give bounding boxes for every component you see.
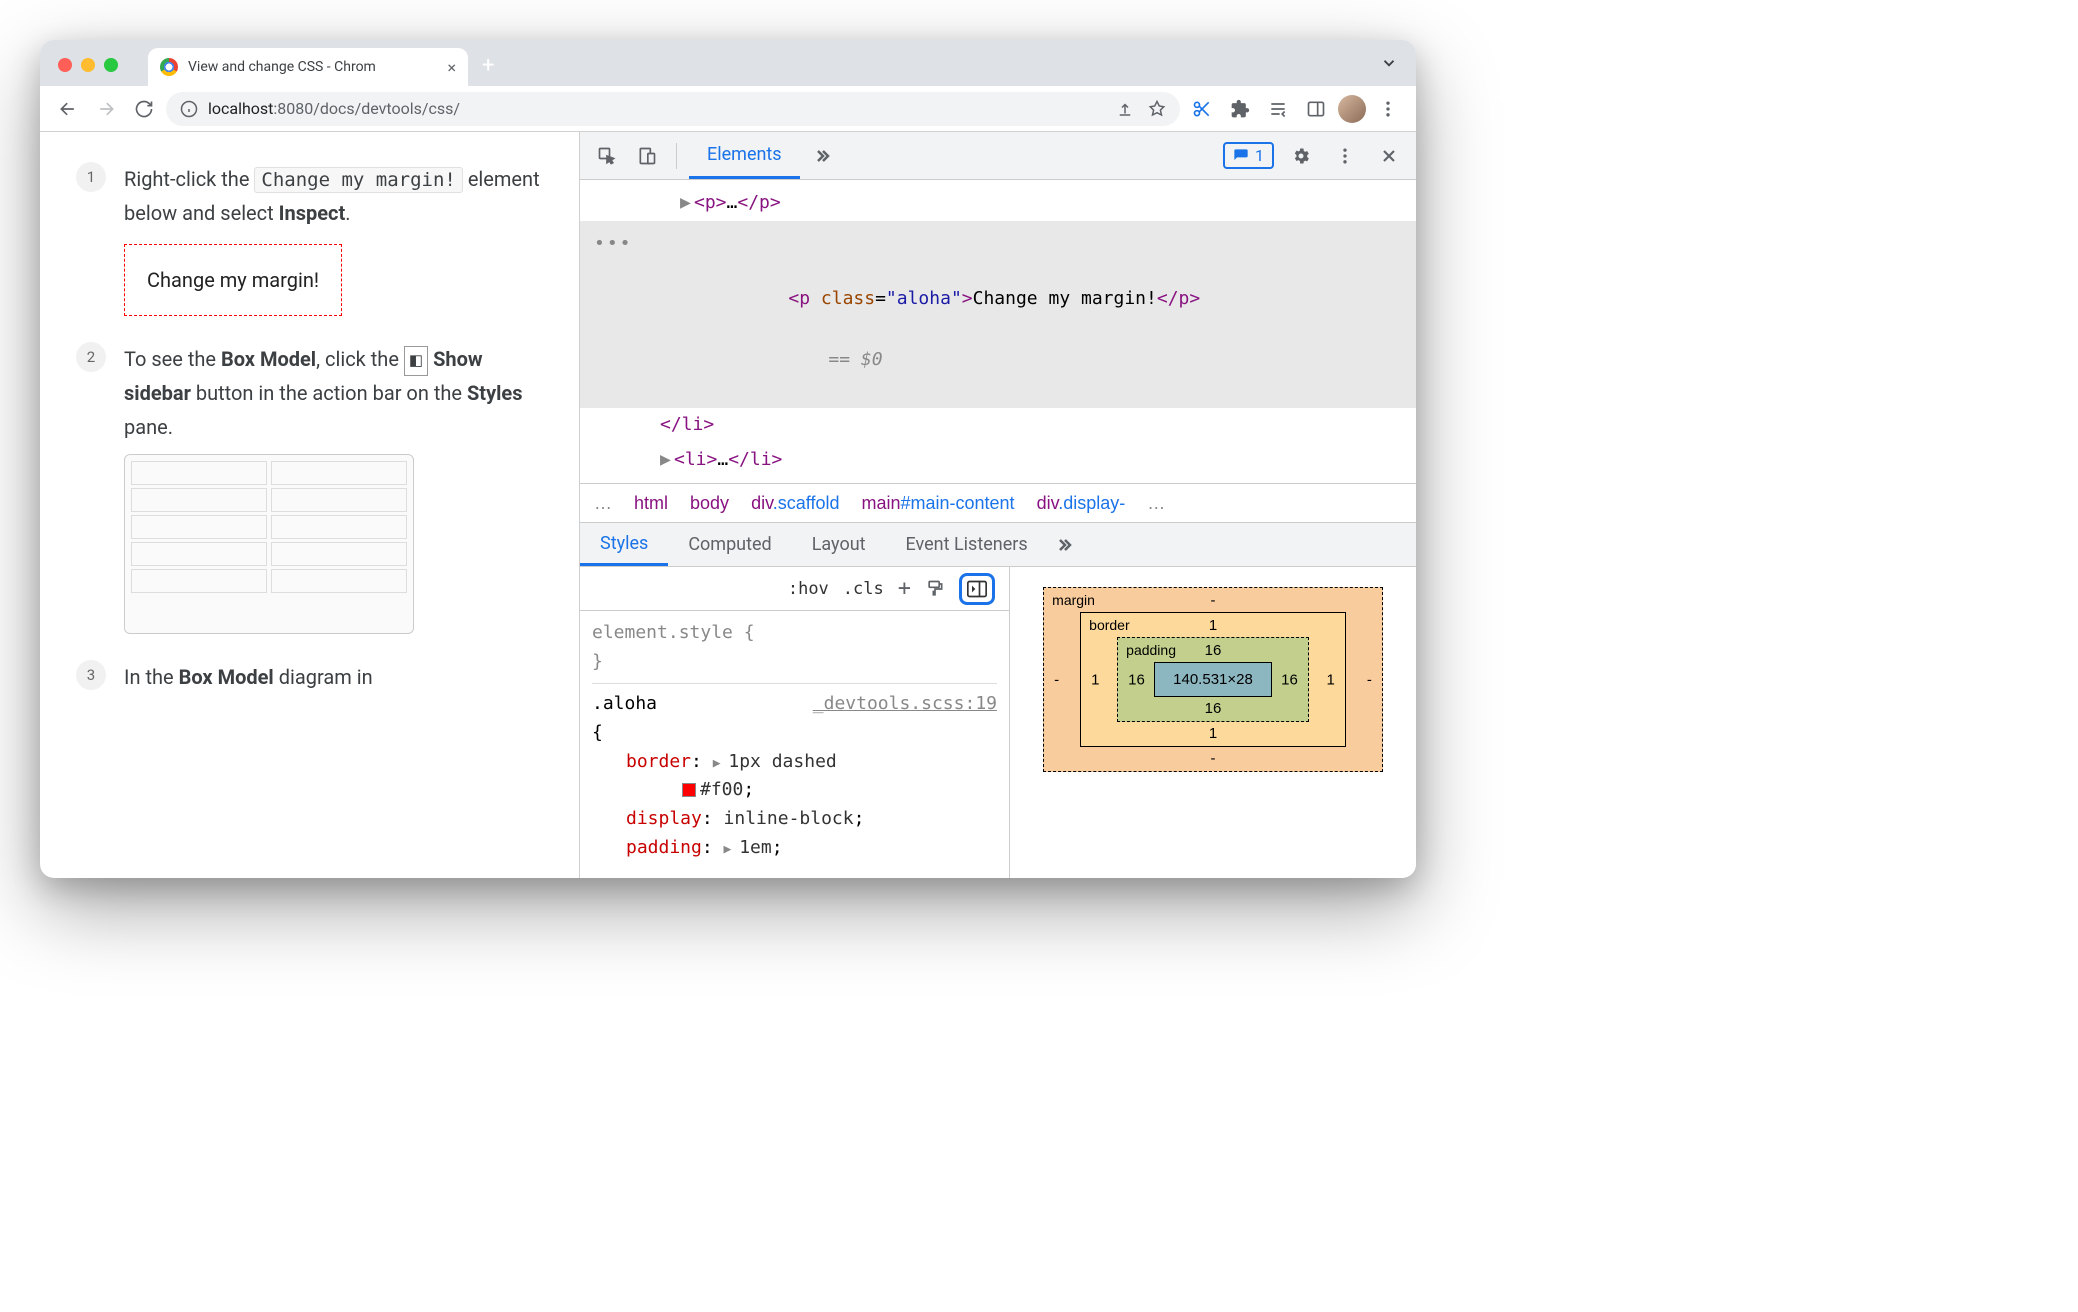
styles-column: :hov .cls + element.style { } (580, 567, 1010, 878)
dom-node[interactable]: ▶<p>…</p> (580, 186, 1416, 221)
content-area: 1 Right-click the Change my margin! elem… (40, 132, 1416, 878)
dom-breadcrumbs[interactable]: … html body div.scaffold main#main-conte… (580, 483, 1416, 523)
change-my-margin-sample[interactable]: Change my margin! (124, 244, 342, 316)
page-content: 1 Right-click the Change my margin! elem… (40, 132, 580, 878)
box-model-padding[interactable]: padding 16 16 16 16 140.531×28 (1117, 637, 1309, 722)
browser-window: View and change CSS - Chrom × + localhos… (40, 40, 1416, 878)
minimize-window-button[interactable] (81, 58, 95, 72)
screenshot-thumbnail[interactable] (124, 454, 414, 634)
breadcrumb-overflow-icon[interactable]: … (594, 493, 612, 514)
chrome-favicon-icon (160, 58, 178, 76)
css-declaration[interactable]: #f00; (592, 776, 997, 805)
forward-button[interactable] (90, 93, 122, 125)
css-declaration[interactable]: display: inline-block; (592, 805, 997, 834)
breadcrumb-item[interactable]: div.scaffold (751, 493, 839, 514)
new-rule-icon[interactable]: + (898, 576, 911, 601)
issues-badge[interactable]: 1 (1223, 142, 1274, 169)
cls-toggle[interactable]: .cls (843, 579, 884, 599)
element-style-rule[interactable]: element.style { } (592, 619, 997, 677)
css-declaration[interactable]: padding: ▶ 1em; (592, 834, 997, 863)
window-controls (58, 58, 118, 72)
styles-subtab[interactable]: Styles (580, 523, 668, 566)
bookmark-star-icon[interactable] (1148, 100, 1166, 118)
tab-title: View and change CSS - Chrom (188, 59, 437, 75)
reading-list-icon[interactable] (1262, 93, 1294, 125)
new-tab-button[interactable]: + (482, 53, 494, 78)
profile-avatar[interactable] (1338, 95, 1366, 123)
issues-icon (1233, 148, 1249, 164)
dom-tree[interactable]: ▶<p>…</p> ••• <p class="aloha">Change my… (580, 180, 1416, 483)
breadcrumb-item[interactable]: body (690, 493, 729, 514)
ellipsis-icon[interactable]: ••• (594, 229, 633, 260)
devtools-subtabs: Styles Computed Layout Event Listeners (580, 523, 1416, 567)
more-tabs-icon[interactable] (806, 139, 840, 173)
breadcrumb-item[interactable]: div.display- (1037, 493, 1126, 514)
box-model-border[interactable]: border 1 1 1 1 padding 16 16 16 (1080, 612, 1346, 747)
step-body: Right-click the Change my margin! elemen… (124, 162, 543, 316)
layout-subtab[interactable]: Layout (792, 523, 886, 566)
step-number: 1 (76, 162, 106, 192)
url-text: localhost:8080/docs/devtools/css/ (208, 99, 460, 118)
devtools-main-tabs: Elements 1 (580, 132, 1416, 180)
step-body: In the Box Model diagram in (124, 660, 373, 694)
dom-node[interactable]: </li> (580, 408, 1416, 443)
source-link[interactable]: _devtools.scss:19 (813, 690, 997, 719)
styles-row: :hov .cls + element.style { } (580, 567, 1416, 878)
close-tab-icon[interactable]: × (447, 58, 456, 77)
step-2: 2 To see the Box Model, click the ◧ Show… (76, 342, 543, 634)
extensions-icon[interactable] (1224, 93, 1256, 125)
show-sidebar-button[interactable] (959, 573, 995, 605)
box-model-panel: margin - - - - border 1 1 1 1 (1010, 567, 1416, 878)
close-window-button[interactable] (58, 58, 72, 72)
dom-node[interactable]: ▶<li>…</li> (580, 443, 1416, 478)
back-button[interactable] (52, 93, 84, 125)
share-icon[interactable] (1116, 100, 1134, 118)
css-rules[interactable]: element.style { } .aloha _devtools.scss:… (580, 611, 1009, 878)
kebab-menu-icon[interactable] (1328, 139, 1362, 173)
close-devtools-icon[interactable] (1372, 139, 1406, 173)
box-model-content[interactable]: 140.531×28 (1154, 662, 1272, 697)
maximize-window-button[interactable] (104, 58, 118, 72)
elements-tab[interactable]: Elements (689, 132, 800, 179)
reload-button[interactable] (128, 93, 160, 125)
step-1: 1 Right-click the Change my margin! elem… (76, 162, 543, 316)
chrome-menu-icon[interactable] (1372, 93, 1404, 125)
code-inline: Change my margin! (254, 167, 462, 193)
box-model-diagram[interactable]: margin - - - - border 1 1 1 1 (1043, 587, 1383, 772)
step-body: To see the Box Model, click the ◧ Show s… (124, 342, 543, 634)
computed-subtab[interactable]: Computed (668, 523, 791, 566)
dom-node-selected[interactable]: ••• <p class="aloha">Change my margin!</… (580, 221, 1416, 409)
device-toggle-icon[interactable] (630, 139, 664, 173)
box-model-margin[interactable]: margin - - - - border 1 1 1 1 (1043, 587, 1383, 772)
settings-gear-icon[interactable] (1284, 139, 1318, 173)
color-swatch-icon[interactable] (682, 783, 696, 797)
titlebar: View and change CSS - Chrom × + (40, 40, 1416, 86)
event-listeners-subtab[interactable]: Event Listeners (886, 523, 1048, 566)
devtools-panel: Elements 1 ▶<p>…</p> ••• <p class= (580, 132, 1416, 878)
address-bar[interactable]: localhost:8080/docs/devtools/css/ (166, 92, 1180, 126)
paint-icon[interactable] (925, 579, 945, 599)
site-info-icon[interactable] (180, 100, 198, 118)
browser-tab[interactable]: View and change CSS - Chrom × (148, 48, 468, 86)
breadcrumb-overflow-icon[interactable]: … (1147, 493, 1165, 514)
hov-toggle[interactable]: :hov (788, 579, 829, 599)
breadcrumb-item[interactable]: main#main-content (861, 493, 1014, 514)
step-number: 2 (76, 342, 106, 372)
tab-search-button[interactable] (1380, 54, 1398, 76)
aloha-rule[interactable]: .aloha _devtools.scss:19 { border: ▶ 1px… (592, 683, 997, 863)
browser-toolbar: localhost:8080/docs/devtools/css/ (40, 86, 1416, 132)
step-3: 3 In the Box Model diagram in (76, 660, 543, 694)
styles-action-bar: :hov .cls + (580, 567, 1009, 611)
breadcrumb-item[interactable]: html (634, 493, 668, 514)
step-number: 3 (76, 660, 106, 690)
show-sidebar-glyph-icon: ◧ (404, 346, 428, 376)
css-declaration[interactable]: border: ▶ 1px dashed (592, 748, 997, 777)
side-panel-icon[interactable] (1300, 93, 1332, 125)
more-subtabs-icon[interactable] (1048, 528, 1082, 562)
inspect-element-icon[interactable] (590, 139, 624, 173)
scissors-icon[interactable] (1186, 93, 1218, 125)
